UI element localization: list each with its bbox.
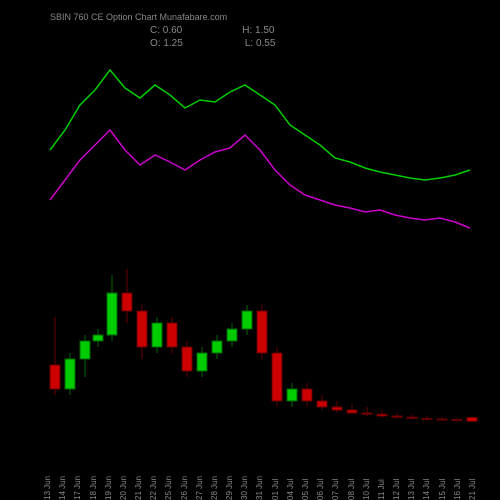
ohlc-row-1: C: 0.60 H: 1.50 xyxy=(150,25,275,36)
x-axis-label: 18 Jun xyxy=(89,460,98,500)
x-axis-label: 21 Jun xyxy=(134,460,143,500)
x-axis-label: 28 Jun xyxy=(210,460,219,500)
x-axis-label: 14 Jul xyxy=(422,460,431,500)
x-axis-label: 07 Jul xyxy=(331,460,340,500)
candle-body xyxy=(80,341,90,359)
x-axis-label: 31 Jun xyxy=(255,460,264,500)
candle-body xyxy=(152,323,162,347)
x-axis-label: 15 Jul xyxy=(438,460,447,500)
candle-body xyxy=(407,417,417,418)
candle-body xyxy=(437,419,447,420)
candle-body xyxy=(65,359,75,389)
x-axis-label: 06 Jul xyxy=(316,460,325,500)
candle-body xyxy=(287,389,297,401)
candle-body xyxy=(332,407,342,410)
candle-body xyxy=(167,323,177,347)
candle-body xyxy=(242,311,252,329)
candle-body xyxy=(93,335,103,341)
candle-body xyxy=(227,329,237,341)
x-axis-label: 05 Jul xyxy=(301,460,310,500)
close-value: C: 0.60 xyxy=(150,25,182,36)
x-axis-label: 25 Jun xyxy=(164,460,173,500)
x-axis-label: 13 Jun xyxy=(43,460,52,500)
x-axis-label: 27 Jun xyxy=(195,460,204,500)
x-axis-label: 04 Jul xyxy=(286,460,295,500)
candle-body xyxy=(197,353,207,371)
chart-title: SBIN 760 CE Option Chart Munafabare.com xyxy=(50,12,227,22)
x-axis-label: 26 Jun xyxy=(180,460,189,500)
candlestick-chart xyxy=(40,235,480,455)
indicator-line xyxy=(50,130,470,228)
high-value: H: 1.50 xyxy=(242,25,274,36)
x-axis-label: 22 Jun xyxy=(149,460,158,500)
x-axis-label: 01 Jul xyxy=(271,460,280,500)
x-axis-label: 10 Jul xyxy=(362,460,371,500)
x-axis-label: 20 Jun xyxy=(119,460,128,500)
x-axis-label: 17 Jun xyxy=(73,460,82,500)
indicator-line-chart xyxy=(40,40,480,230)
x-axis-label: 21 Jul xyxy=(468,460,477,500)
candle-body xyxy=(302,389,312,401)
x-axis-label: 16 Jul xyxy=(453,460,462,500)
candle-body xyxy=(317,401,327,407)
candle-body xyxy=(392,416,402,417)
candle-body xyxy=(257,311,267,353)
candle-body xyxy=(50,365,60,389)
x-axis-label: 13 Jul xyxy=(407,460,416,500)
candle-body xyxy=(362,413,372,414)
candle-body xyxy=(107,293,117,335)
x-axis-label: 30 Jun xyxy=(240,460,249,500)
candle-body xyxy=(212,341,222,353)
candle-body xyxy=(467,418,477,422)
candle-body xyxy=(347,410,357,413)
candle-body xyxy=(422,418,432,419)
candle-body xyxy=(137,311,147,347)
x-axis-labels: 13 Jun 14 Jun 17 Jun 18 Jun 19 Jun 20 Jun 21 J… xyxy=(40,460,480,500)
candle-body xyxy=(272,353,282,401)
indicator-line xyxy=(50,70,470,180)
x-axis-label: 08 Jul xyxy=(347,460,356,500)
candle-body xyxy=(122,293,132,311)
x-axis-label: 14 Jun xyxy=(58,460,67,500)
candle-body xyxy=(182,347,192,371)
x-axis-label: 29 Jun xyxy=(225,460,234,500)
x-axis-label: 19 Jun xyxy=(104,460,113,500)
x-axis-label: 11 Jul xyxy=(377,460,386,500)
candle-body xyxy=(452,420,462,421)
x-axis-label: 12 Jul xyxy=(392,460,401,500)
candle-body xyxy=(377,414,387,416)
